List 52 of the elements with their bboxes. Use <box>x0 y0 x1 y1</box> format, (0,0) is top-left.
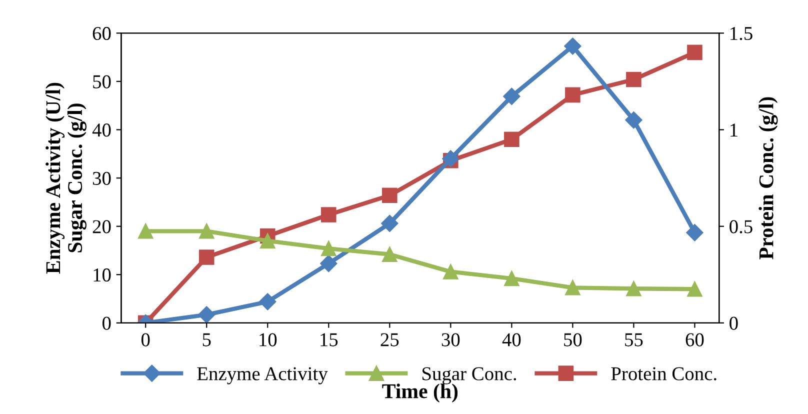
point <box>686 224 704 242</box>
x-tick-label: 10 <box>260 333 277 346</box>
y2-axis-title: Protein Conc. (g/l) <box>758 97 778 260</box>
point <box>321 207 336 222</box>
point <box>504 270 520 286</box>
point <box>320 254 338 272</box>
y2-tick-label: 0.5 <box>730 220 752 234</box>
point <box>321 240 336 256</box>
point <box>381 214 398 232</box>
y-tick-label: 50 <box>93 75 111 88</box>
point <box>565 280 580 296</box>
point <box>198 250 214 265</box>
x-tick-label: 55 <box>625 333 643 346</box>
legend-label: Enzyme Activity <box>197 367 328 384</box>
point <box>564 38 582 55</box>
x-tick-label: 15 <box>320 333 338 346</box>
x-axis-title: Time (h) <box>382 384 458 402</box>
y-tick-label: 10 <box>94 268 111 282</box>
x-tick-label: 40 <box>502 333 521 346</box>
point <box>259 293 276 310</box>
x-tick-label: 0 <box>141 333 150 346</box>
y-tick-label: 60 <box>92 26 111 40</box>
y-tick-label: 30 <box>92 172 111 185</box>
legend-label: Sugar Conc. <box>422 367 516 384</box>
point <box>626 280 642 296</box>
x-tick-label: 5 <box>202 333 211 346</box>
point <box>138 224 154 239</box>
y2-tick-label: 0 <box>730 316 738 330</box>
legend-label: Protein Conc. <box>611 367 716 380</box>
point <box>198 224 214 239</box>
x-tick-label: 30 <box>442 333 460 346</box>
point <box>443 264 458 280</box>
y-axis-title: Enzyme Activity (U/l) Sugar Conc. (g/l) <box>46 82 86 274</box>
y-tick-label: 20 <box>92 220 111 234</box>
point <box>626 72 642 88</box>
x-tick-label: 25 <box>380 333 399 346</box>
point <box>565 87 580 103</box>
x-tick-label: 50 <box>564 333 582 346</box>
point <box>625 112 642 129</box>
y-tick-label: 0 <box>102 316 111 330</box>
point <box>503 88 520 105</box>
point <box>382 246 398 262</box>
point <box>687 44 702 60</box>
x-tick-label: 60 <box>686 333 704 346</box>
y-tick-label: 40 <box>92 124 111 137</box>
point <box>260 233 276 248</box>
point <box>382 188 398 204</box>
y2-tick-label: 1 <box>730 124 738 136</box>
point <box>198 306 216 323</box>
point <box>504 132 520 148</box>
y2-tick-label: 1.5 <box>730 27 752 40</box>
point <box>687 281 702 297</box>
